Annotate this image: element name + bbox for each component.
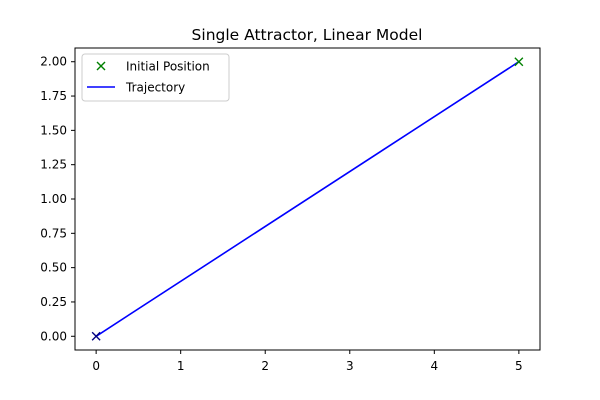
x-tick-label: 1 [177,359,185,373]
y-tick-label: 0.75 [40,226,67,240]
y-tick-label: 1.25 [40,158,67,172]
y-tick-label: 2.00 [40,55,67,69]
x-tick-label: 2 [261,359,269,373]
y-tick-label: 1.50 [40,123,67,137]
legend-label: Initial Position [126,60,210,74]
endpoint-marker [91,331,101,341]
chart-title: Single Attractor, Linear Model [192,26,423,44]
legend-marker-icon [96,61,106,71]
legend-label: Trajectory [125,81,185,95]
x-tick-label: 4 [430,359,438,373]
x-tick-label: 5 [515,359,523,373]
y-tick-label: 0.25 [40,295,67,309]
legend-entry: Trajectory [87,81,185,95]
x-tick-label: 3 [346,359,354,373]
legend-box [81,53,230,102]
legend-entry: Initial Position [96,60,210,74]
axes-frame [74,47,541,351]
initial-position-marker [514,57,524,67]
axis-ticks: 0 1 2 3 4 5 0.00 0.25 0.50 0.75 1.00 1.25 1.50 1.75 2.… [40,55,522,373]
x-tick-label: 0 [92,359,100,373]
plot-area [91,57,524,341]
y-tick-label: 0.00 [40,329,67,343]
legend: Initial Position Trajectory [81,53,230,102]
y-tick-label: 0.50 [40,261,67,275]
y-tick-label: 1.00 [40,192,67,206]
y-tick-label: 1.75 [40,89,67,103]
trajectory-line [95,61,520,337]
